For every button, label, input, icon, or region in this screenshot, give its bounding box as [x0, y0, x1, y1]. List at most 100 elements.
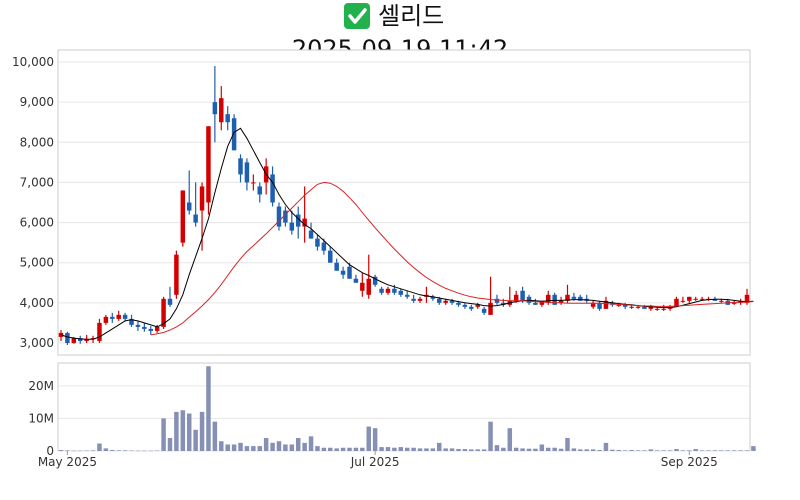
candle-body-down [469, 306, 474, 309]
volume-bar [680, 450, 686, 451]
volume-bar [135, 450, 141, 452]
candle [430, 294, 436, 301]
price-y-tick-label: 5,000 [20, 256, 54, 270]
candle [443, 298, 448, 305]
volume-bar [206, 366, 211, 451]
volume-bar [90, 450, 96, 451]
candle-body-up [97, 322, 102, 341]
volume-bar [603, 442, 609, 451]
candle-body-down [597, 302, 602, 309]
volume-bar [360, 447, 365, 451]
volume-bar [186, 413, 192, 451]
volume-bar [334, 448, 339, 451]
candle [520, 286, 525, 303]
price-panel-frame [57, 49, 751, 356]
volume-bar [424, 448, 429, 451]
candle-body-up [206, 126, 211, 203]
volume-bar [411, 447, 416, 451]
candle-body-up [199, 186, 205, 211]
volume-bar [616, 450, 622, 451]
volume-bar [731, 450, 737, 451]
volume-bar [148, 450, 154, 452]
volume-bar [199, 411, 205, 451]
volume-bar-series [58, 366, 756, 452]
candle [289, 210, 295, 235]
candle [622, 302, 628, 309]
candle-body-down [462, 304, 468, 307]
candle [603, 296, 609, 309]
volume-bar [526, 448, 532, 451]
volume-bar [328, 447, 333, 451]
candle-body-down [193, 214, 198, 223]
candle [206, 126, 211, 215]
volume-bar [622, 450, 628, 451]
volume-bar [533, 448, 538, 451]
volume-bar [654, 450, 660, 451]
candle-body-down [712, 298, 718, 301]
candle [411, 294, 416, 303]
price-y-tick-label: 3,000 [20, 336, 54, 350]
candle [680, 296, 686, 303]
candle-body-down [238, 158, 243, 175]
candle [738, 298, 743, 305]
volume-y-tick-label: 20M [28, 379, 54, 393]
candle [398, 288, 404, 297]
volume-bar [219, 441, 224, 451]
candle-body-up [443, 300, 448, 303]
volume-bar [469, 449, 474, 451]
candle-body-down [295, 214, 301, 227]
volume-bar [667, 450, 673, 451]
volume-bar [552, 447, 557, 451]
volume-bar [597, 450, 602, 451]
volume-bar [693, 449, 698, 451]
volume-bar [289, 444, 295, 451]
price-y-tick-label: 7,000 [20, 175, 54, 189]
candle-body-down [552, 294, 557, 305]
candle [97, 318, 102, 343]
candle [385, 286, 391, 295]
candle-body-down [276, 206, 282, 227]
volume-bar [366, 426, 371, 451]
volume-bar [257, 446, 262, 451]
volume-grid [58, 385, 750, 452]
candle [244, 158, 250, 191]
candle [122, 312, 128, 321]
volume-bar [347, 447, 352, 451]
candle-body-down [340, 270, 346, 275]
candle-body-up [719, 300, 724, 302]
candle [186, 170, 192, 215]
candle [283, 206, 288, 227]
candle [488, 276, 493, 315]
volume-y-tick-label: 0 [46, 444, 54, 458]
volume-bar [475, 449, 480, 451]
volume-bar [488, 421, 493, 451]
candle-body-down [148, 328, 154, 331]
candle-body-up [513, 294, 519, 301]
candle [225, 106, 230, 131]
volume-bar [122, 450, 128, 451]
price-grid [58, 61, 750, 344]
candle-body-down [379, 288, 384, 293]
candle-body-up [693, 298, 698, 300]
volume-y-axis: 0 10M 20M [28, 379, 54, 458]
candle-body-up [699, 298, 705, 300]
candle-body-down [578, 296, 583, 301]
candle-body-up [629, 306, 634, 308]
volume-bar [193, 429, 198, 451]
volume-bar [302, 442, 307, 451]
volume-bar [462, 449, 468, 451]
volume-bar [494, 445, 500, 451]
candle [693, 296, 698, 301]
candle [462, 302, 468, 309]
candle [475, 302, 480, 309]
volume-bar [539, 444, 545, 451]
candle [404, 290, 410, 299]
volume-bar [481, 449, 487, 451]
volume-bar [276, 441, 282, 451]
candle-body-down [321, 242, 327, 251]
moving-average-series [60, 127, 754, 340]
candle-body-down [642, 306, 647, 309]
candle [590, 300, 596, 309]
volume-bar [263, 437, 269, 451]
